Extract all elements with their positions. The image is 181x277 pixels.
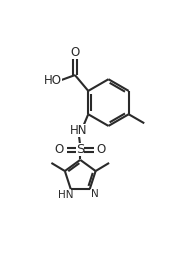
Text: HN: HN: [70, 124, 88, 137]
Text: S: S: [76, 143, 84, 157]
Text: HN: HN: [58, 190, 74, 200]
Text: O: O: [97, 143, 106, 157]
Text: O: O: [70, 46, 80, 59]
Text: N: N: [91, 189, 99, 199]
Text: HO: HO: [44, 75, 62, 88]
Text: O: O: [55, 143, 64, 157]
